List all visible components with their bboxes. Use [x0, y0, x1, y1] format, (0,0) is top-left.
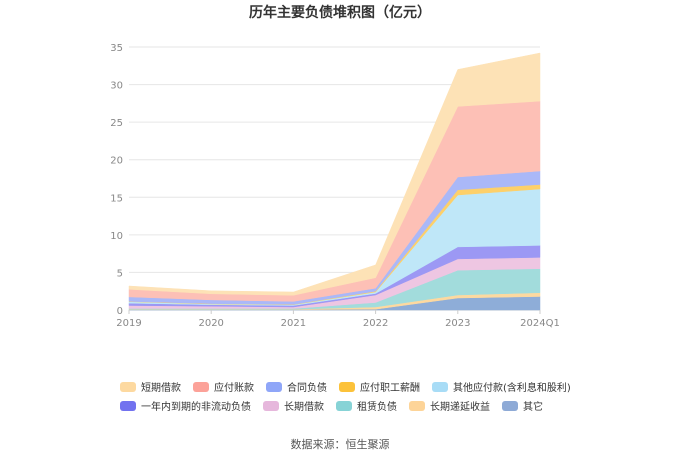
chart-legend: 短期借款 应付账款 合同负债 应付职工薪酬 其他应付款(含利息和股利) 一年内到期的非流动… — [120, 377, 580, 415]
legend-swatch — [502, 400, 518, 411]
legend-swatch — [266, 381, 282, 392]
x-tick-label: 2023 — [445, 318, 470, 329]
legend-row: 一年内到期的非流动负债 长期借款 租赁负债 长期递延收益 其它 — [120, 396, 580, 415]
x-tick-label: 2019 — [116, 318, 141, 329]
legend-swatch — [193, 381, 209, 392]
y-tick-label: 15 — [110, 193, 123, 204]
x-tick-label: 2024Q1 — [520, 318, 560, 329]
legend-label: 合同负债 — [287, 383, 327, 394]
legend-label: 一年内到期的非流动负债 — [141, 402, 251, 413]
legend-swatch — [263, 400, 279, 411]
legend-label: 其他应付款(含利息和股利) — [453, 383, 571, 394]
stacked-area-chart: 0 5 10 15 20 25 30 35 2019 2020 2021 2022 2023 2024Q1 — [110, 43, 560, 329]
legend-label: 长期递延收益 — [430, 402, 490, 413]
legend-swatch — [336, 400, 352, 411]
legend-swatch — [339, 381, 355, 392]
legend-item[interactable]: 合同负债 — [266, 379, 327, 394]
legend-swatch — [120, 400, 136, 411]
legend-item[interactable]: 一年内到期的非流动负债 — [120, 398, 251, 413]
y-tick-label: 20 — [110, 156, 123, 167]
legend-label: 应付账款 — [214, 383, 254, 394]
y-tick-label: 5 — [117, 268, 123, 279]
data-source-note: 数据来源：恒生聚源 — [290, 438, 390, 451]
legend-label: 短期借款 — [141, 383, 181, 394]
legend-row: 短期借款 应付账款 合同负债 应付职工薪酬 其他应付款(含利息和股利) — [120, 377, 580, 396]
y-tick-label: 25 — [110, 118, 123, 129]
legend-label: 长期借款 — [284, 402, 324, 413]
y-tick-label: 10 — [110, 231, 123, 242]
legend-item[interactable]: 应付职工薪酬 — [339, 379, 420, 394]
y-tick-label: 0 — [117, 306, 123, 317]
area-series — [128, 52, 541, 296]
chart-title: 历年主要负债堆积图（亿元） — [249, 5, 431, 21]
legend-item[interactable]: 其他应付款(含利息和股利) — [432, 379, 571, 394]
legend-label: 租赁负债 — [357, 402, 397, 413]
x-tick-label: 2022 — [363, 318, 388, 329]
y-tick-label: 35 — [110, 43, 123, 54]
x-tick-label: 2020 — [198, 318, 223, 329]
x-tick-label: 2021 — [281, 318, 306, 329]
legend-item[interactable]: 租赁负债 — [336, 398, 397, 413]
y-tick-label: 30 — [110, 81, 123, 92]
legend-item[interactable]: 应付账款 — [193, 379, 254, 394]
legend-label: 其它 — [523, 402, 543, 413]
legend-item[interactable]: 短期借款 — [120, 379, 181, 394]
legend-item[interactable]: 其它 — [502, 398, 543, 413]
legend-item[interactable]: 长期递延收益 — [409, 398, 490, 413]
legend-item[interactable]: 长期借款 — [263, 398, 324, 413]
legend-swatch — [409, 400, 425, 411]
legend-label: 应付职工薪酬 — [360, 383, 420, 394]
legend-swatch — [432, 381, 448, 392]
legend-swatch — [120, 381, 136, 392]
